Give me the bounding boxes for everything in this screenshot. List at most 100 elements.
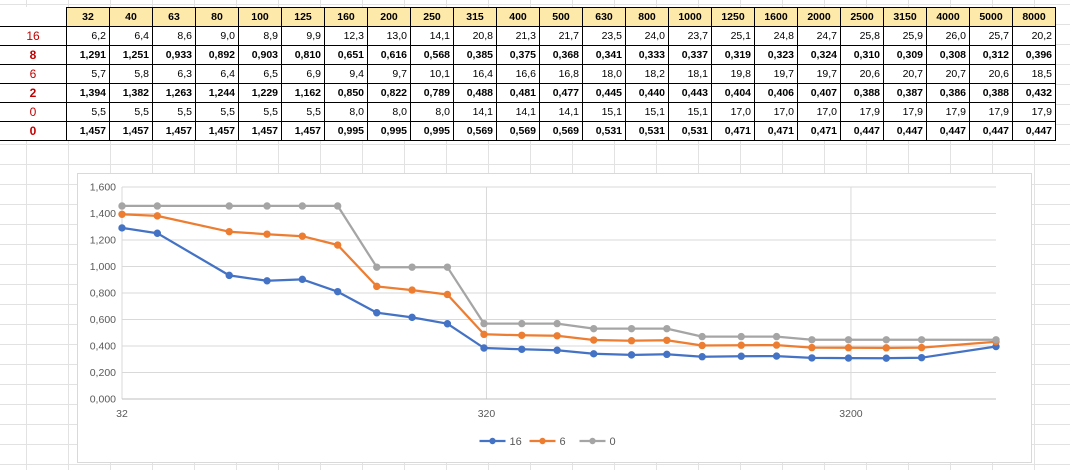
data-point[interactable] (263, 277, 271, 285)
table-cell[interactable]: 0,333 (625, 45, 669, 65)
data-point[interactable] (627, 351, 636, 359)
data-point[interactable] (118, 202, 126, 210)
data-point[interactable] (844, 344, 853, 352)
row-label-cell[interactable]: 6 (0, 64, 67, 84)
table-cell[interactable]: 0,447 (926, 121, 970, 141)
column-header-cell[interactable]: 40 (109, 7, 153, 27)
table-cell[interactable]: 0,432 (1012, 83, 1056, 103)
data-point[interactable] (917, 343, 926, 352)
column-header-cell[interactable]: 5000 (969, 7, 1013, 27)
table-cell[interactable]: 18,0 (582, 64, 626, 84)
column-header-cell[interactable]: 100 (238, 7, 282, 27)
table-cell[interactable]: 23,7 (668, 26, 712, 46)
data-point[interactable] (263, 230, 271, 238)
table-cell[interactable]: 0,651 (324, 45, 368, 65)
data-point[interactable] (408, 263, 416, 271)
table-cell[interactable]: 0,995 (324, 121, 368, 141)
row-label-cell[interactable]: 0 (0, 102, 67, 122)
table-cell[interactable]: 1,457 (195, 121, 239, 141)
data-point[interactable] (882, 344, 890, 352)
data-point[interactable] (443, 263, 452, 271)
table-cell[interactable]: 0,308 (926, 45, 970, 65)
data-point[interactable] (737, 332, 745, 341)
table-cell[interactable]: 0,531 (625, 121, 669, 141)
table-cell[interactable]: 0,388 (840, 83, 884, 103)
column-header-cell[interactable]: 3150 (883, 7, 927, 27)
table-cell[interactable]: 1,382 (109, 83, 153, 103)
table-cell[interactable]: 0,440 (625, 83, 669, 103)
data-point[interactable] (663, 324, 671, 333)
table-cell[interactable]: 12,3 (324, 26, 368, 46)
table-cell[interactable]: 26,0 (926, 26, 970, 46)
table-cell[interactable]: 0,447 (883, 121, 927, 141)
table-cell[interactable]: 19,8 (711, 64, 755, 84)
legend-label[interactable]: 0 (610, 436, 616, 448)
table-cell[interactable]: 17,9 (1012, 102, 1056, 122)
table-cell[interactable]: 0,385 (453, 45, 497, 65)
table-cell[interactable]: 17,9 (926, 102, 970, 122)
table-cell[interactable]: 0,310 (840, 45, 884, 65)
table-cell[interactable]: 0,404 (711, 83, 755, 103)
table-cell[interactable]: 9,9 (281, 26, 325, 46)
data-point[interactable] (153, 229, 162, 237)
data-point[interactable] (553, 319, 561, 328)
data-point[interactable] (590, 336, 598, 344)
table-cell[interactable]: 1,162 (281, 83, 325, 103)
data-point[interactable] (298, 232, 307, 240)
table-cell[interactable]: 17,0 (797, 102, 841, 122)
table-cell[interactable]: 0,471 (711, 121, 755, 141)
data-point[interactable] (737, 341, 745, 349)
series-line-6[interactable] (121, 213, 997, 350)
table-cell[interactable]: 0,892 (195, 45, 239, 65)
table-cell[interactable]: 5,5 (109, 102, 153, 122)
data-point[interactable] (882, 336, 890, 344)
table-cell[interactable]: 17,9 (883, 102, 927, 122)
table-cell[interactable]: 17,9 (969, 102, 1013, 122)
table-cell[interactable]: 1,457 (109, 121, 153, 141)
data-point[interactable] (590, 350, 598, 358)
data-point[interactable] (333, 202, 342, 210)
table-cell[interactable]: 0,396 (1012, 45, 1056, 65)
data-point[interactable] (333, 287, 342, 296)
table-cell[interactable]: 0,569 (453, 121, 497, 141)
data-point[interactable] (698, 353, 706, 361)
column-header-cell[interactable]: 250 (410, 7, 454, 27)
table-cell[interactable]: 5,5 (152, 102, 196, 122)
table-cell[interactable]: 16,4 (453, 64, 497, 84)
legend-label[interactable]: 6 (560, 436, 566, 448)
column-header-cell[interactable]: 4000 (926, 7, 970, 27)
table-cell[interactable]: 8,6 (152, 26, 196, 46)
table-cell[interactable]: 25,1 (711, 26, 755, 46)
data-point[interactable] (992, 336, 1000, 344)
column-header-cell[interactable]: 2000 (797, 7, 841, 27)
table-cell[interactable]: 0,447 (840, 121, 884, 141)
data-point[interactable] (408, 313, 416, 322)
column-header-cell[interactable]: 200 (367, 7, 411, 27)
table-cell[interactable]: 0,312 (969, 45, 1013, 65)
data-point[interactable] (408, 286, 416, 294)
table-cell[interactable]: 0,481 (496, 83, 540, 103)
data-point[interactable] (663, 336, 671, 345)
table-cell[interactable]: 1,394 (66, 83, 110, 103)
table-cell[interactable]: 14,1 (539, 102, 583, 122)
table-cell[interactable]: 20,2 (1012, 26, 1056, 46)
table-cell[interactable]: 19,7 (754, 64, 798, 84)
table-cell[interactable]: 0,569 (539, 121, 583, 141)
table-cell[interactable]: 0,933 (152, 45, 196, 65)
table-cell[interactable]: 0,375 (496, 45, 540, 65)
table-cell[interactable]: 0,616 (367, 45, 411, 65)
table-cell[interactable]: 1,229 (238, 83, 282, 103)
data-point[interactable] (373, 282, 381, 291)
table-cell[interactable]: 0,447 (969, 121, 1013, 141)
table-cell[interactable]: 16,8 (539, 64, 583, 84)
data-point[interactable] (772, 352, 781, 360)
table-cell[interactable]: 14,1 (453, 102, 497, 122)
table-cell[interactable]: 5,5 (66, 102, 110, 122)
data-point[interactable] (480, 344, 488, 352)
row-label-cell[interactable]: 8 (0, 45, 67, 65)
table-cell[interactable]: 21,3 (496, 26, 540, 46)
table-cell[interactable]: 0,443 (668, 83, 712, 103)
table-cell[interactable]: 0,309 (883, 45, 927, 65)
table-cell[interactable]: 0,789 (410, 83, 454, 103)
column-header-cell[interactable]: 1600 (754, 7, 798, 27)
